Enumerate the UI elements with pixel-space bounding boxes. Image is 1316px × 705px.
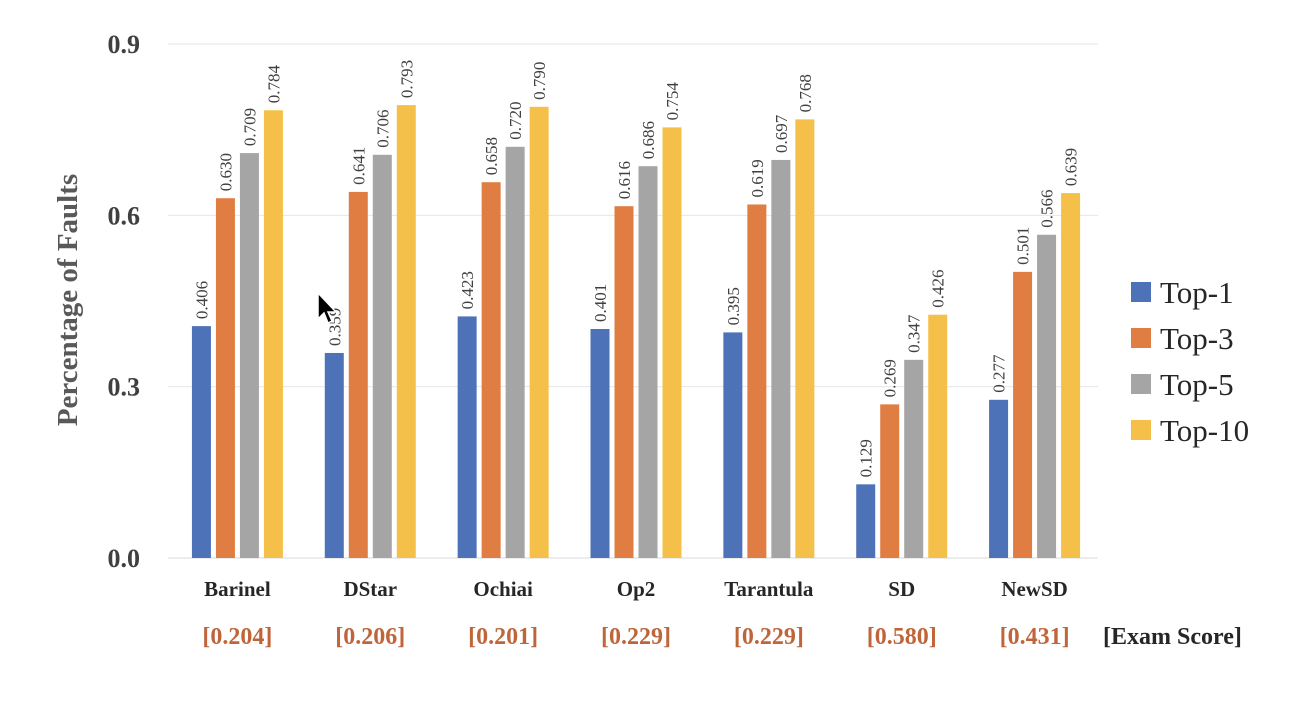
exam-score: [0.580] xyxy=(867,624,937,650)
bar-top-10-ochiai xyxy=(529,106,549,559)
data-label: 0.630 xyxy=(216,153,235,191)
y-tick-label: 0.3 xyxy=(108,373,141,402)
bar-top-10-newsd xyxy=(1061,193,1081,558)
data-label: 0.401 xyxy=(591,284,610,322)
data-label: 0.720 xyxy=(506,102,525,140)
category-label: Ochiai xyxy=(473,577,533,601)
exam-score: [0.206] xyxy=(335,624,405,650)
exam-score: [0.229] xyxy=(601,624,671,650)
bar-top-1-barinel xyxy=(191,326,211,558)
data-label: 0.619 xyxy=(748,159,767,197)
category-label: Barinel xyxy=(204,577,271,601)
category-labels: Barinel DStar Ochiai Op2 Tarantula SD NewSD xyxy=(204,577,1068,601)
y-axis-ticks: 0.0 0.3 0.6 0.9 xyxy=(108,30,141,573)
bar-top-3-barinel xyxy=(215,198,235,558)
y-tick-label: 0.0 xyxy=(108,544,141,573)
exam-score: [0.229] xyxy=(734,624,804,650)
legend-label: Top-10 xyxy=(1160,413,1249,448)
category-label: Op2 xyxy=(617,577,656,601)
data-label: 0.501 xyxy=(1014,227,1033,265)
legend-label: Top-3 xyxy=(1160,321,1234,356)
data-labels: 0.4060.6300.7090.7840.3590.6410.7060.793… xyxy=(192,60,1080,477)
legend: Top-1 Top-3 Top-5 Top-10 xyxy=(1131,275,1249,448)
data-label: 0.566 xyxy=(1038,190,1057,228)
bar-top-5-op2 xyxy=(638,166,658,558)
legend-swatch xyxy=(1131,328,1151,348)
bar-top-1-newsd xyxy=(989,399,1009,558)
category-label: NewSD xyxy=(1001,577,1068,601)
bar-top-5-tarantula xyxy=(771,159,791,559)
bar-top-5-newsd xyxy=(1037,234,1057,559)
bar-top-3-sd xyxy=(880,404,900,558)
legend-swatch xyxy=(1131,420,1151,440)
data-label: 0.406 xyxy=(192,281,211,319)
exam-score: [0.201] xyxy=(468,624,538,650)
bar-top-5-ochiai xyxy=(505,146,525,559)
data-label: 0.784 xyxy=(264,64,283,103)
data-label: 0.269 xyxy=(881,359,900,397)
exam-score: [0.431] xyxy=(1000,624,1070,650)
bars xyxy=(191,105,1081,559)
data-label: 0.423 xyxy=(458,271,477,309)
data-label: 0.616 xyxy=(615,161,634,199)
data-label: 0.790 xyxy=(530,62,549,100)
legend-label: Top-5 xyxy=(1160,367,1234,402)
bar-top-5-sd xyxy=(904,359,924,558)
exam-score: [0.204] xyxy=(202,624,272,650)
bar-top-3-newsd xyxy=(1013,271,1033,558)
data-label: 0.129 xyxy=(857,439,876,477)
data-label: 0.768 xyxy=(796,74,815,112)
bar-top-10-tarantula xyxy=(795,119,815,559)
data-label: 0.426 xyxy=(929,269,948,307)
legend-swatch xyxy=(1131,374,1151,394)
bar-top-5-barinel xyxy=(239,153,259,559)
exam-score-labels: [0.204] [0.206] [0.201] [0.229] [0.229] [0.58… xyxy=(202,624,1069,650)
bar-top-10-dstar xyxy=(396,105,416,558)
bar-top-3-dstar xyxy=(348,191,368,558)
mouse-cursor-icon xyxy=(317,292,338,325)
bar-top-1-ochiai xyxy=(457,316,477,558)
data-label: 0.709 xyxy=(240,108,259,146)
data-label: 0.347 xyxy=(905,314,924,353)
data-label: 0.639 xyxy=(1062,148,1081,186)
legend-label: Top-1 xyxy=(1160,275,1234,310)
bar-top-1-tarantula xyxy=(723,332,743,558)
data-label: 0.754 xyxy=(663,82,682,121)
bar-top-1-op2 xyxy=(590,328,610,558)
bar-top-3-op2 xyxy=(614,206,634,558)
bar-top-1-dstar xyxy=(324,352,344,558)
exam-score-title: [Exam Score] xyxy=(1103,624,1242,650)
bar-top-10-sd xyxy=(928,314,948,558)
y-tick-label: 0.6 xyxy=(108,201,141,230)
bar-top-1-sd xyxy=(856,484,876,558)
category-label: Tarantula xyxy=(724,577,814,601)
bar-top-3-tarantula xyxy=(747,204,767,558)
data-label: 0.641 xyxy=(349,147,368,185)
bar-top-3-ochiai xyxy=(481,182,501,558)
data-label: 0.706 xyxy=(373,110,392,148)
bar-top-10-barinel xyxy=(263,110,283,558)
data-label: 0.395 xyxy=(724,287,743,325)
bar-top-10-op2 xyxy=(662,127,682,558)
data-label: 0.277 xyxy=(990,354,1009,393)
data-label: 0.686 xyxy=(639,121,658,159)
data-label: 0.697 xyxy=(772,114,791,153)
data-label: 0.658 xyxy=(482,137,501,175)
category-label: DStar xyxy=(343,577,397,601)
category-label: SD xyxy=(888,577,915,601)
y-tick-label: 0.9 xyxy=(108,30,141,59)
bar-top-5-dstar xyxy=(372,154,392,558)
legend-swatch xyxy=(1131,282,1151,302)
data-label: 0.793 xyxy=(397,60,416,98)
y-axis-label: Percentage of Faults xyxy=(52,174,84,426)
